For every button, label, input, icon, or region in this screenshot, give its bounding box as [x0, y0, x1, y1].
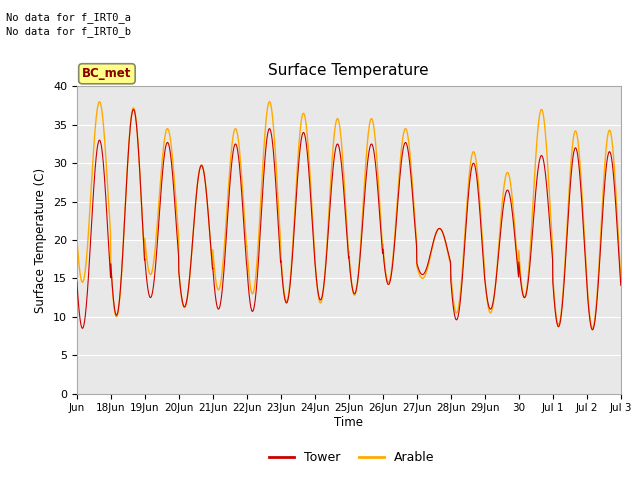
- Arable: [95, 99, 103, 105]
- Title: Surface Temperature: Surface Temperature: [269, 63, 429, 78]
- Tower: [73, 278, 81, 284]
- Legend: Tower, Arable: Tower, Arable: [264, 446, 440, 469]
- Line: Tower: Tower: [77, 109, 621, 330]
- Text: No data for f_IRT0_a: No data for f_IRT0_a: [6, 12, 131, 23]
- Tower: [119, 249, 127, 254]
- Arable: [73, 234, 81, 240]
- Tower: [251, 300, 259, 306]
- Tower: [589, 327, 596, 333]
- Text: BC_met: BC_met: [82, 67, 132, 80]
- Arable: [161, 137, 168, 143]
- Tower: [617, 282, 625, 288]
- Line: Arable: Arable: [77, 102, 621, 328]
- Tower: [343, 233, 351, 239]
- Arable: [502, 170, 510, 176]
- Arable: [343, 224, 351, 230]
- X-axis label: Time: Time: [334, 416, 364, 429]
- Tower: [447, 281, 455, 287]
- Tower: [161, 152, 168, 157]
- Y-axis label: Surface Temperature (C): Surface Temperature (C): [35, 168, 47, 312]
- Tower: [130, 107, 138, 112]
- Arable: [251, 282, 259, 288]
- Arable: [617, 276, 625, 282]
- Text: No data for f_IRT0_b: No data for f_IRT0_b: [6, 26, 131, 37]
- Tower: [502, 188, 510, 194]
- Arable: [119, 245, 127, 251]
- Arable: [447, 273, 455, 278]
- Arable: [589, 325, 596, 331]
